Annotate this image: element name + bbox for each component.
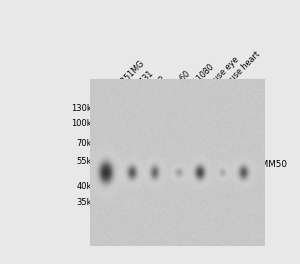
Text: U-251MG: U-251MG xyxy=(113,59,146,92)
Text: 100kDa: 100kDa xyxy=(71,119,104,128)
Text: LO2: LO2 xyxy=(151,74,168,92)
Text: A-431: A-431 xyxy=(133,69,156,92)
Text: Mouse eye: Mouse eye xyxy=(203,55,240,92)
Text: SAMM50: SAMM50 xyxy=(242,160,287,169)
Text: HL-60: HL-60 xyxy=(170,69,192,92)
Text: Mouse heart: Mouse heart xyxy=(220,50,261,92)
Text: 55kDa: 55kDa xyxy=(77,157,104,166)
Text: 70kDa: 70kDa xyxy=(76,139,104,148)
Text: 40kDa: 40kDa xyxy=(77,182,104,191)
Text: HT-1080: HT-1080 xyxy=(186,62,215,92)
Text: 35kDa: 35kDa xyxy=(76,198,104,207)
Text: 130kDa: 130kDa xyxy=(71,103,104,112)
